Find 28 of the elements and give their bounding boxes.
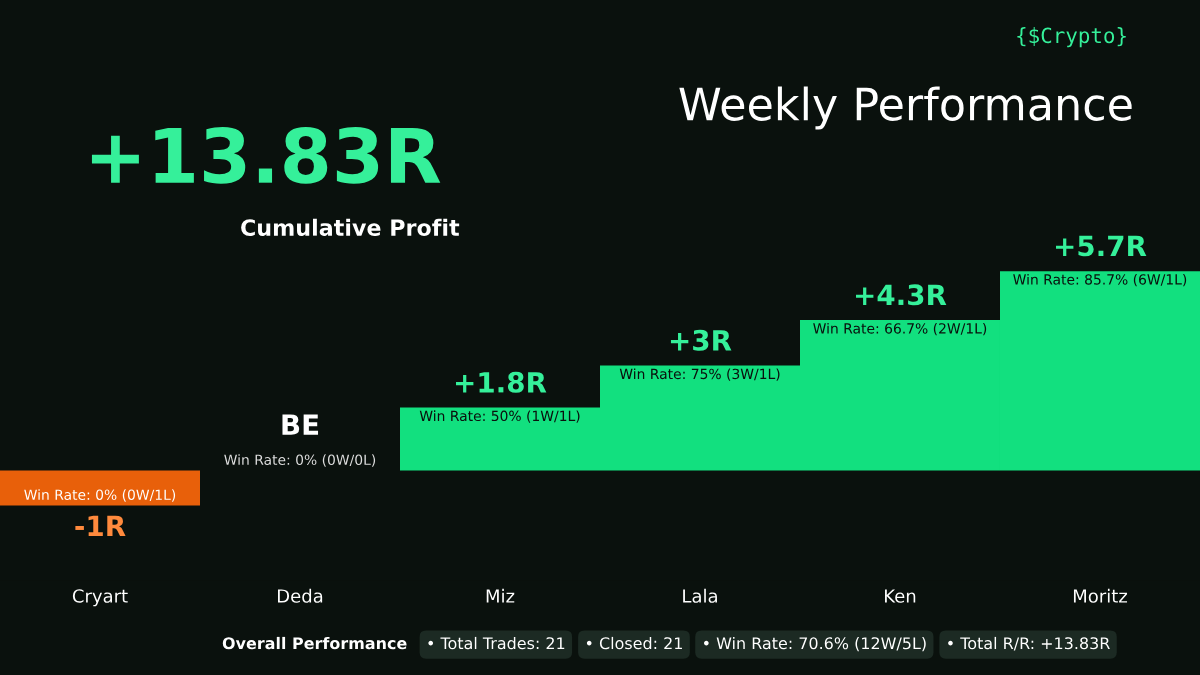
x-tick-label: Moritz	[1073, 588, 1128, 603]
text: Cumulative Profit	[241, 218, 460, 236]
bar	[0, 470, 200, 506]
data-label: -1R	[75, 515, 126, 536]
x-tick-label: Lala	[683, 588, 717, 603]
x-tick-label: Miz	[486, 588, 515, 603]
text: • Total Trades: 21	[428, 636, 565, 650]
text: • Closed: 21	[586, 636, 682, 650]
annotation: Win Rate: 75% (3W/1L)	[619, 368, 780, 381]
x-tick-label: Cryart	[72, 589, 128, 607]
text: • Win Rate: 70.6% (12W/5L)	[704, 636, 926, 652]
annotation: Win Rate: 0% (0W/1L)	[24, 489, 176, 502]
chart-title: Weekly Performance	[679, 86, 1132, 130]
annotation: Win Rate: 0% (0W/0L)	[224, 454, 376, 467]
annotation: Win Rate: 85.7% (6W/1L)	[1013, 273, 1187, 287]
data-label: +3R	[670, 329, 732, 351]
data-label: +1.8R	[456, 371, 547, 393]
text: • Total R/R: +13.83R	[948, 636, 1110, 651]
text: +13.83R	[91, 127, 441, 184]
data-label: +4.3R	[856, 284, 947, 306]
chart-subtitle: {$Crypto}	[1017, 27, 1126, 48]
annotation: Win Rate: 50% (1W/1L)	[419, 410, 580, 423]
text: Overall Performance	[222, 636, 407, 650]
data-label: +5.7R	[1056, 235, 1147, 257]
data-label: BE	[282, 414, 319, 435]
x-tick-label: Deda	[278, 588, 323, 603]
annotation: Win Rate: 66.7% (2W/1L)	[813, 322, 987, 336]
x-tick-label: Ken	[885, 589, 916, 603]
